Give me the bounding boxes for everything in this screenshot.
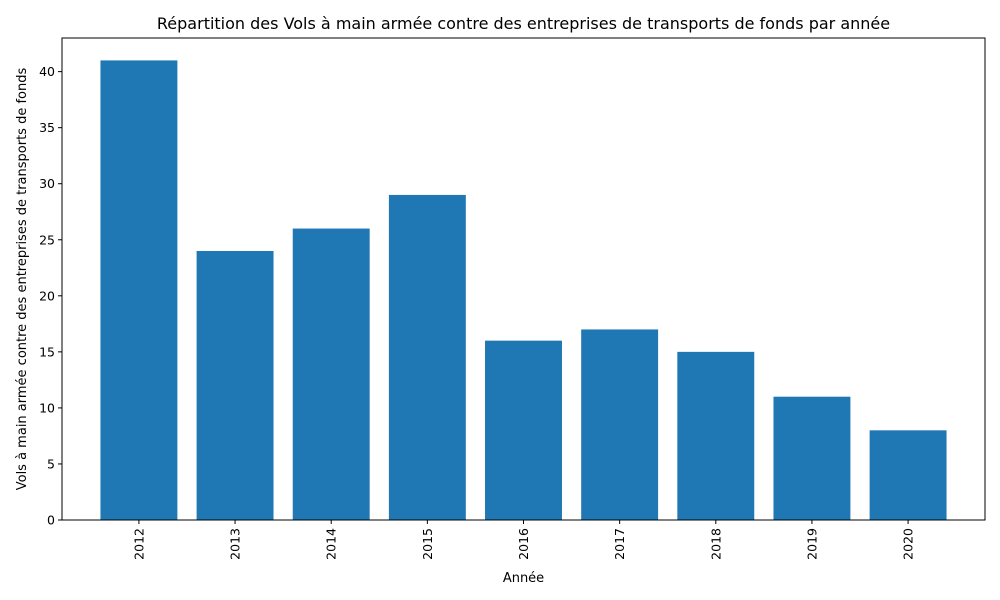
- y-tick-label-25: 25: [39, 232, 55, 247]
- x-axis-title: Année: [503, 571, 544, 586]
- y-axis: 0 5 10 15 20 25 30 35 40: [39, 64, 62, 528]
- x-axis: 2012 2013 2014 2015 2016 2017 2018 2019 2020: [131, 520, 916, 560]
- bar-2013: [196, 250, 274, 520]
- x-tick-label-2019: 2019: [804, 528, 819, 560]
- bar-2017: [581, 329, 659, 520]
- x-tick-label-2018: 2018: [708, 528, 723, 560]
- y-tick-label-30: 30: [39, 176, 55, 191]
- plot-area: [61, 37, 986, 521]
- x-tick-label-2013: 2013: [228, 528, 243, 560]
- x-tick-label-2020: 2020: [901, 528, 916, 560]
- y-tick-label-40: 40: [39, 64, 55, 79]
- y-axis-title: Vols à main armée contre des entreprises…: [15, 68, 30, 491]
- bar-2014: [292, 228, 370, 520]
- x-tick-label-2015: 2015: [420, 528, 435, 560]
- bar-2019: [773, 396, 851, 520]
- bar-2012: [100, 60, 178, 520]
- y-tick-label-35: 35: [39, 120, 55, 135]
- y-tick-label-15: 15: [39, 344, 55, 359]
- bar-2020: [869, 430, 947, 520]
- x-tick-label-2012: 2012: [131, 528, 146, 560]
- y-tick-label-10: 10: [39, 400, 55, 415]
- y-tick-label-0: 0: [47, 513, 55, 528]
- y-tick-label-20: 20: [39, 288, 55, 303]
- x-tick-label-2017: 2017: [612, 528, 627, 560]
- chart-title: Répartition des Vols à main armée contre…: [157, 14, 890, 33]
- bar-2018: [677, 351, 755, 520]
- x-tick-label-2016: 2016: [516, 528, 531, 560]
- y-tick-label-5: 5: [47, 456, 55, 471]
- bar-2015: [388, 194, 466, 520]
- bar-2016: [485, 340, 562, 520]
- x-tick-label-2014: 2014: [324, 528, 339, 560]
